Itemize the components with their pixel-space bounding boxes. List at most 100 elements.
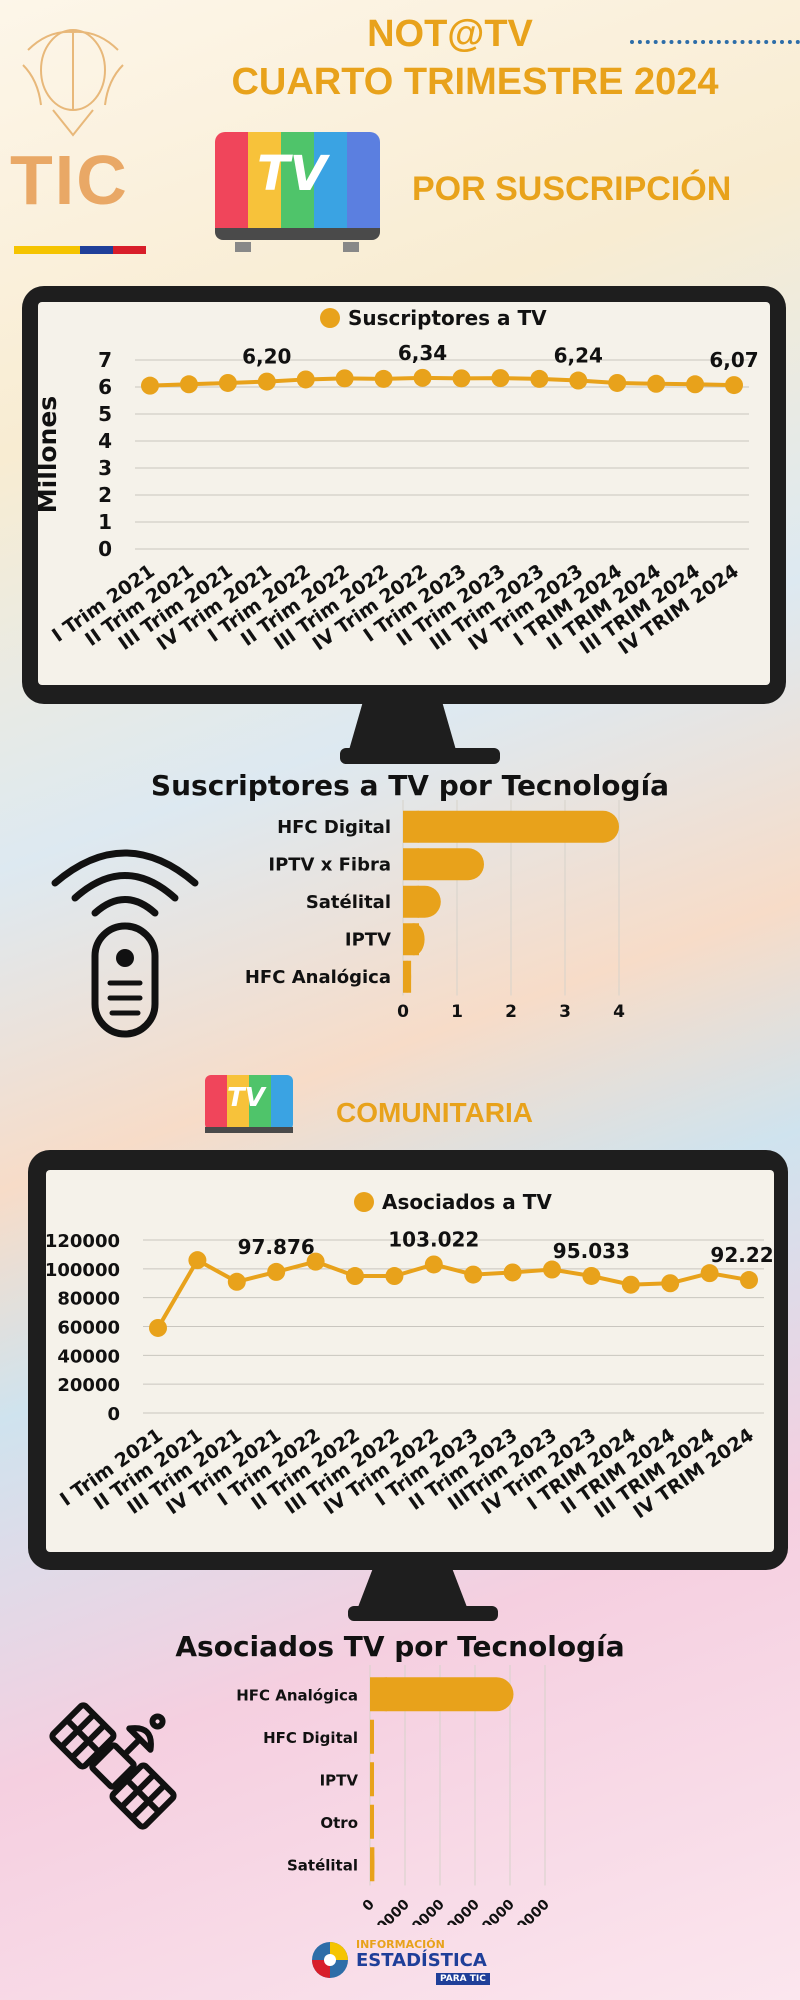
section-comunitaria-label: COMUNITARIA <box>336 1097 534 1128</box>
data-point <box>424 1255 443 1274</box>
data-point <box>452 369 471 388</box>
data-point <box>306 1252 325 1271</box>
data-label: 6,24 <box>554 344 603 368</box>
flag-red <box>113 246 146 254</box>
data-point <box>647 374 666 393</box>
data-point <box>179 375 198 394</box>
bar-base <box>370 1762 374 1797</box>
footer-logo: INFORMACIÓN ESTADÍSTICA PARA TIC <box>310 1938 510 1998</box>
x-tick-label: 2 <box>505 1002 517 1022</box>
data-point <box>543 1260 561 1279</box>
data-point <box>141 376 159 395</box>
category-label: HFC Digital <box>263 1729 358 1747</box>
data-label: 92.229 <box>710 1243 774 1267</box>
data-point <box>686 375 705 394</box>
data-point <box>413 368 432 387</box>
category-label: Satélital <box>306 892 391 913</box>
legend-label: Suscriptores a TV <box>348 306 547 330</box>
data-label: 6,20 <box>242 345 291 369</box>
category-label: Otro <box>320 1814 358 1832</box>
data-point <box>491 369 510 388</box>
category-label: IPTV <box>320 1771 359 1789</box>
data-point <box>149 1318 167 1337</box>
chart-2-title: Suscriptores a TV por Tecnología <box>150 769 670 802</box>
tic-logo-text: TIC <box>10 141 129 219</box>
y-tick-label: 100000 <box>46 1260 120 1281</box>
tv-icon-small: TV <box>205 1075 293 1137</box>
category-label: Satélital <box>287 1856 358 1874</box>
y-tick-label: 0 <box>107 1404 120 1425</box>
bar-base <box>370 1677 387 1712</box>
footer-line1: INFORMACIÓN <box>356 1938 445 1951</box>
bar-base <box>403 960 412 993</box>
data-point <box>464 1265 483 1284</box>
footer-line3: PARA TIC <box>436 1973 490 1985</box>
data-point <box>661 1274 680 1293</box>
bar-base <box>370 1847 375 1882</box>
chart-subscribers-tech-bar: 0 1 2 3 4 HFC Digital IPTV x Fibra Satélital IPT… <box>245 800 625 1022</box>
dotted-decoration <box>630 40 800 44</box>
flag-bar <box>14 246 146 254</box>
satellite-icon <box>28 1678 198 1853</box>
chart-subscribers-line: Suscriptores a TV Millones 0 1 2 3 4 5 6 7 6,20 6,3… <box>38 306 759 659</box>
data-point <box>530 369 549 388</box>
stats-logo-icon <box>312 1942 348 1978</box>
bar-base <box>403 885 419 918</box>
x-tick-label: 1 <box>451 1002 463 1022</box>
y-tick-label: 7 <box>98 348 112 372</box>
y-axis-label: Millones <box>38 396 62 513</box>
data-point <box>608 373 627 392</box>
x-tick-label: 3 <box>559 1002 571 1022</box>
data-point <box>700 1264 719 1283</box>
series-line <box>149 375 735 388</box>
flag-blue <box>80 246 113 254</box>
chart-4-title: Asociados TV por Tecnología <box>175 1630 625 1663</box>
data-point <box>740 1271 758 1290</box>
x-tick-label: 0 <box>397 1002 409 1022</box>
bar-base <box>403 810 419 843</box>
legend-label: Asociados a TV <box>382 1190 552 1214</box>
y-tick-label: 80000 <box>57 1289 120 1310</box>
y-tick-label: 5 <box>98 402 112 426</box>
bar <box>403 848 484 881</box>
y-tick-label: 4 <box>98 429 112 453</box>
data-point <box>346 1267 364 1286</box>
data-point <box>621 1275 640 1294</box>
y-tick-label: 120000 <box>46 1231 120 1252</box>
data-point <box>503 1263 522 1282</box>
data-point <box>335 369 354 388</box>
data-point <box>257 372 276 391</box>
chart-1-screen: Suscriptores a TV Millones 0 1 2 3 4 5 6 7 6,20 6,3… <box>38 302 770 685</box>
y-tick-label: 0 <box>98 537 112 561</box>
y-tick-label: 20000 <box>57 1375 120 1396</box>
bar-base <box>370 1804 374 1839</box>
data-point <box>582 1266 601 1285</box>
category-label: IPTV x Fibra <box>268 854 391 875</box>
monitor-2-base <box>348 1606 498 1621</box>
data-label: 95.033 <box>553 1239 630 1263</box>
chart-associates-line: Asociados a TV 0 20000 40000 60000 80000 10000… <box>46 1190 774 1523</box>
data-label: 103.022 <box>388 1227 479 1251</box>
bar <box>403 810 619 843</box>
tv-icon-label: TV <box>257 146 327 202</box>
y-tick-label: 2 <box>98 483 112 507</box>
remote-control-icon <box>50 828 200 1038</box>
data-label: 97.876 <box>238 1235 315 1259</box>
data-label: 6,07 <box>709 348 758 372</box>
data-point <box>218 373 237 392</box>
legend-marker <box>354 1192 374 1212</box>
monitor-1-base <box>340 748 500 764</box>
category-label: IPTV <box>345 929 391 950</box>
y-tick-label: 6 <box>98 375 112 399</box>
data-point <box>227 1272 246 1291</box>
series-line <box>156 1257 750 1329</box>
data-point <box>296 370 315 389</box>
data-point <box>569 371 588 390</box>
y-tick-label: 1 <box>98 510 112 534</box>
legend-marker <box>320 308 340 328</box>
tv-icon: TV <box>215 132 380 254</box>
data-point <box>385 1267 404 1286</box>
category-label: HFC Analógica <box>236 1686 358 1704</box>
